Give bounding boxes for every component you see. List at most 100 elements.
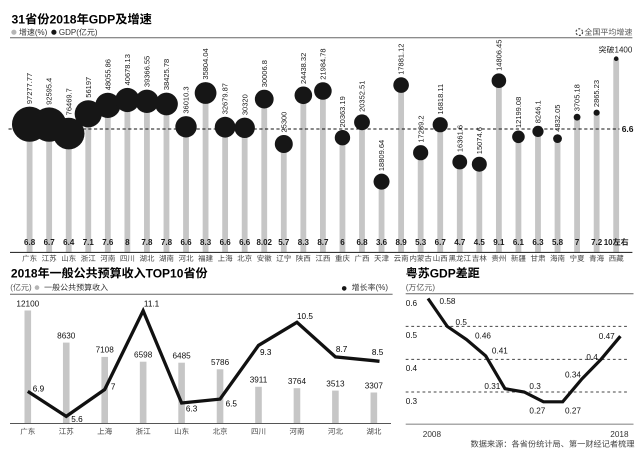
svg-text:39366.55: 39366.55 — [143, 56, 152, 87]
svg-text:8.3: 8.3 — [200, 238, 212, 247]
svg-text:): ) — [95, 28, 98, 37]
svg-text:0.31: 0.31 — [484, 382, 500, 391]
svg-text:6598: 6598 — [134, 351, 153, 360]
svg-text:6.9: 6.9 — [33, 385, 45, 394]
svg-text:6.6: 6.6 — [622, 124, 634, 134]
svg-text:30006.8: 30006.8 — [260, 60, 269, 87]
svg-text:8246.1: 8246.1 — [534, 100, 543, 123]
svg-text:2018: 2018 — [610, 430, 629, 439]
svg-text:GDP(: GDP( — [59, 28, 79, 37]
svg-text:8.5: 8.5 — [372, 348, 384, 357]
svg-text:6.5: 6.5 — [226, 400, 238, 409]
svg-text:21984.78: 21984.78 — [319, 48, 328, 79]
svg-text:10.5: 10.5 — [297, 312, 313, 321]
svg-text:76469.7: 76469.7 — [64, 88, 73, 115]
svg-text:0.6: 0.6 — [406, 299, 418, 308]
svg-text:7.2: 7.2 — [591, 238, 603, 247]
svg-text:12199.08: 12199.08 — [514, 97, 523, 128]
svg-text:1400: 1400 — [615, 46, 633, 55]
svg-text:3.6: 3.6 — [376, 238, 388, 247]
svg-text:0.3: 0.3 — [529, 382, 541, 391]
svg-text:6.7: 6.7 — [44, 238, 56, 247]
svg-text:0.34: 0.34 — [565, 371, 581, 380]
svg-text:3705.18: 3705.18 — [573, 84, 582, 111]
svg-text:7.8: 7.8 — [161, 238, 173, 247]
svg-text:0.47: 0.47 — [599, 332, 615, 341]
svg-text:97277.77: 97277.77 — [25, 73, 34, 104]
svg-text:GDP: GDP — [430, 266, 456, 280]
svg-text:6.8: 6.8 — [356, 238, 368, 247]
svg-text:0.27: 0.27 — [529, 406, 545, 415]
svg-text:8630: 8630 — [57, 331, 76, 340]
svg-text:3764: 3764 — [288, 377, 307, 386]
svg-text:6.7: 6.7 — [435, 238, 447, 247]
svg-text:20352.51: 20352.51 — [358, 81, 367, 112]
svg-text:7: 7 — [575, 238, 580, 247]
svg-text:2865.23: 2865.23 — [592, 80, 601, 107]
svg-text:12100: 12100 — [16, 299, 39, 308]
svg-text:0.5: 0.5 — [456, 318, 468, 327]
svg-text:0.5: 0.5 — [406, 331, 418, 340]
svg-text:92595.4: 92595.4 — [45, 78, 54, 105]
svg-text:5.8: 5.8 — [552, 238, 564, 247]
svg-text:5786: 5786 — [211, 358, 230, 367]
svg-text:0.46: 0.46 — [475, 331, 491, 340]
svg-text:8.7: 8.7 — [336, 345, 348, 354]
svg-text:6: 6 — [340, 238, 345, 247]
svg-text:0.27: 0.27 — [565, 406, 581, 415]
svg-text:11.1: 11.1 — [144, 300, 160, 309]
svg-text:3911: 3911 — [250, 376, 268, 385]
svg-text:0.41: 0.41 — [492, 346, 508, 355]
svg-text:(%): (%) — [35, 28, 48, 37]
svg-text:6.3: 6.3 — [532, 238, 544, 247]
svg-text:4832.05: 4832.05 — [553, 105, 562, 132]
svg-text:2018: 2018 — [11, 266, 38, 280]
svg-text:7.8: 7.8 — [141, 238, 153, 247]
svg-text:(: ( — [10, 283, 13, 292]
svg-text:18809.64: 18809.64 — [377, 140, 386, 171]
svg-text:40678.13: 40678.13 — [123, 54, 132, 85]
svg-text:0.58: 0.58 — [440, 297, 456, 306]
svg-text:6.4: 6.4 — [63, 238, 75, 247]
svg-text:3513: 3513 — [326, 379, 345, 388]
svg-text:5.3: 5.3 — [415, 238, 427, 247]
svg-text:5.6: 5.6 — [71, 415, 83, 424]
svg-text:6485: 6485 — [172, 352, 191, 361]
svg-text:7.6: 7.6 — [102, 238, 114, 247]
svg-text:15074.6: 15074.6 — [475, 127, 484, 154]
svg-text:6.8: 6.8 — [24, 238, 36, 247]
svg-text:6.1: 6.1 — [513, 238, 525, 247]
svg-text:31: 31 — [12, 12, 26, 26]
svg-text:7.1: 7.1 — [83, 238, 95, 247]
svg-text:6.6: 6.6 — [180, 238, 192, 247]
svg-text:6.3: 6.3 — [186, 404, 198, 413]
svg-text:4.5: 4.5 — [474, 238, 486, 247]
svg-text:30320: 30320 — [240, 94, 249, 115]
svg-text:16361.6: 16361.6 — [455, 125, 464, 152]
svg-text:9.3: 9.3 — [260, 348, 272, 357]
svg-text:32679.87: 32679.87 — [221, 83, 230, 114]
svg-text:36010.3: 36010.3 — [182, 86, 191, 113]
svg-text:2018: 2018 — [49, 12, 76, 26]
svg-text:16818.11: 16818.11 — [436, 84, 445, 115]
svg-text:(: ( — [406, 283, 409, 292]
svg-text:0.4: 0.4 — [586, 353, 598, 362]
svg-text:10: 10 — [604, 238, 613, 247]
svg-text:35804.04: 35804.04 — [201, 48, 210, 79]
svg-text:25300: 25300 — [279, 112, 288, 133]
svg-text:56197: 56197 — [84, 77, 93, 98]
svg-text:17881.12: 17881.12 — [397, 44, 406, 75]
svg-text:7108: 7108 — [96, 346, 115, 355]
svg-text:6.6: 6.6 — [220, 238, 232, 247]
svg-text:48055.86: 48055.86 — [103, 59, 112, 90]
svg-text:9.1: 9.1 — [493, 238, 505, 247]
svg-text:8.9: 8.9 — [396, 238, 408, 247]
svg-text:2008: 2008 — [423, 430, 442, 439]
svg-text:8.7: 8.7 — [317, 238, 329, 247]
svg-text:(%): (%) — [376, 283, 389, 292]
svg-text:0.3: 0.3 — [406, 397, 418, 406]
svg-text:GDP: GDP — [89, 12, 115, 26]
svg-text:7: 7 — [111, 382, 116, 391]
svg-text:8.02: 8.02 — [256, 238, 272, 247]
svg-text:4.7: 4.7 — [454, 238, 466, 247]
